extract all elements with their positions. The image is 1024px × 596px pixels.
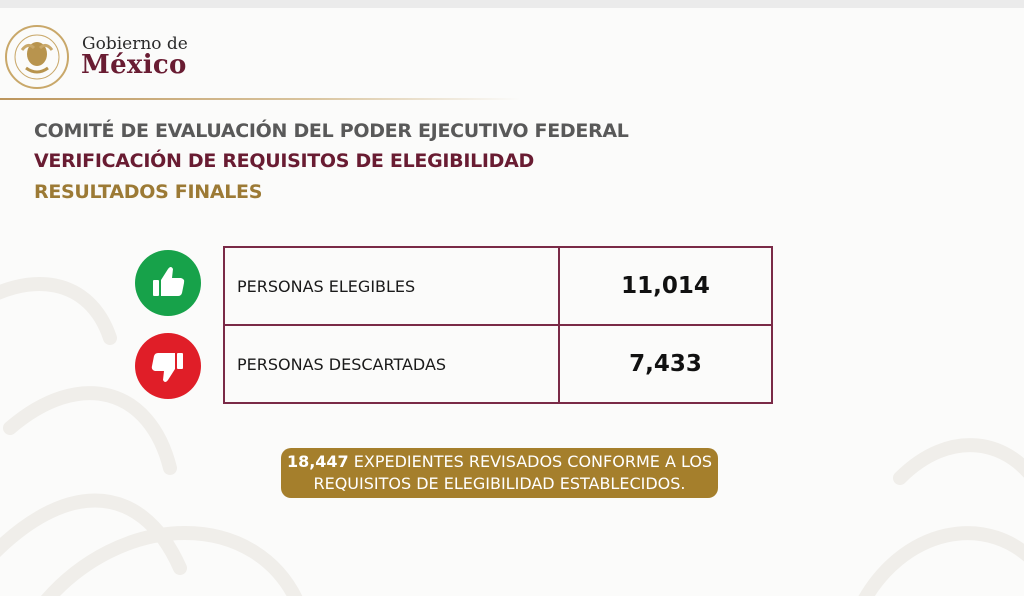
summary-count: 18,447 <box>286 452 349 471</box>
discarded-value: 7,433 <box>558 324 773 404</box>
brand-line-1: Gobierno de <box>82 34 188 54</box>
summary-text-2: REQUISITOS DE ELEGIBILIDAD ESTABLECIDOS. <box>313 474 686 493</box>
eligible-value: 11,014 <box>558 246 773 326</box>
results-table: PERSONAS ELEGIBLES 11,014 PERSONAS DESCA… <box>223 246 773 404</box>
mexico-seal-icon <box>5 25 69 89</box>
heading-verification: VERIFICACIÓN DE REQUISITOS DE ELEGIBILID… <box>34 150 535 172</box>
slide: Gobierno de México COMITÉ DE EVALUACIÓN … <box>0 8 1024 596</box>
summary-text-1: EXPEDIENTES REVISADOS CONFORME A LOS <box>348 452 713 471</box>
background-pattern <box>0 277 1024 596</box>
thumbs-up-icon <box>135 250 201 316</box>
thumbs-down-icon <box>135 333 201 399</box>
summary-banner: 18,447 EXPEDIENTES REVISADOS CONFORME A … <box>281 448 718 498</box>
table-row: PERSONAS ELEGIBLES 11,014 <box>223 246 773 326</box>
heading-committee: COMITÉ DE EVALUACIÓN DEL PODER EJECUTIVO… <box>34 120 629 142</box>
discarded-label: PERSONAS DESCARTADAS <box>223 324 560 404</box>
brand-line-2: México <box>81 50 187 80</box>
eligible-label: PERSONAS ELEGIBLES <box>223 246 560 326</box>
header-divider <box>0 98 520 100</box>
summary-line-1: 18,447 EXPEDIENTES REVISADOS CONFORME A … <box>281 451 718 473</box>
header: Gobierno de México <box>0 8 1024 100</box>
table-row: PERSONAS DESCARTADAS 7,433 <box>223 324 773 404</box>
heading-final-results: RESULTADOS FINALES <box>34 181 263 203</box>
